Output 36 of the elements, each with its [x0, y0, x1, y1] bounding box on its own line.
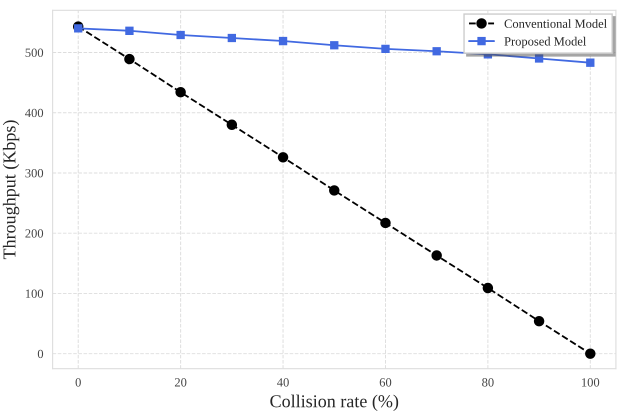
point — [329, 185, 340, 196]
point — [431, 250, 442, 261]
point — [585, 348, 596, 359]
point — [432, 47, 441, 56]
y-tick-label: 100 — [26, 289, 44, 298]
point — [380, 218, 391, 228]
point — [586, 58, 594, 67]
y-tick-label: 300 — [25, 168, 44, 178]
x-tick-label: 20 — [174, 378, 186, 387]
point — [278, 152, 288, 162]
point — [482, 282, 494, 294]
x-tick-label: 100 — [582, 378, 600, 387]
y-tick-label: 0 — [38, 350, 44, 358]
point — [534, 316, 544, 326]
y-tick-label: 200 — [25, 229, 44, 238]
point — [175, 87, 186, 98]
point — [381, 44, 390, 54]
point — [330, 41, 338, 50]
x-tick-label: 80 — [482, 378, 494, 387]
point — [226, 120, 238, 130]
legend-label: Conventional Model — [504, 19, 607, 28]
point — [124, 54, 135, 64]
point — [74, 24, 82, 33]
point — [278, 36, 288, 46]
y-tick-label: 400 — [25, 108, 44, 118]
x-tick-label: 40 — [277, 378, 289, 387]
y-tick-label: 500 — [26, 48, 44, 57]
y-axis-title: Throughput (Kbps) — [2, 120, 20, 260]
point — [125, 26, 134, 35]
x-axis-title: Collision rate (%) — [270, 394, 398, 412]
point — [534, 54, 544, 63]
x-tick-label: 60 — [380, 378, 392, 387]
legend-label: Proposed Model — [504, 36, 586, 48]
point — [228, 34, 236, 42]
x-tick-label: 0 — [76, 378, 81, 387]
point — [176, 30, 185, 40]
